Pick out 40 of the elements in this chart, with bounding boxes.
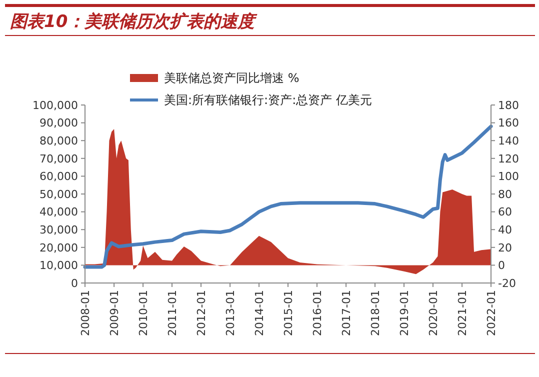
y2-tick-label: 0 xyxy=(498,259,505,272)
y-tick-label: 30,000 xyxy=(40,223,78,236)
y-tick-label: 40,000 xyxy=(40,206,78,219)
y-tick-label: 20,000 xyxy=(40,241,78,254)
y-tick-label: 60,000 xyxy=(40,170,78,184)
y-tick-label: 50,000 xyxy=(40,188,78,201)
y2-tick-label: 20 xyxy=(498,241,512,254)
y-tick-label: 10,000 xyxy=(40,259,78,272)
chart-title: 图表10：美联储历次扩表的速度 xyxy=(10,11,258,32)
y-tick-label: 80,000 xyxy=(40,134,78,148)
x-tick-label: 2015-01 xyxy=(282,290,295,336)
x-tick-label: 2020-01 xyxy=(426,290,440,336)
x-tick-label: 2013-01 xyxy=(224,290,237,336)
y2-tick-label: 80 xyxy=(498,188,512,201)
y2-tick-label: 40 xyxy=(498,223,512,236)
y-tick-label: 70,000 xyxy=(40,152,78,166)
y-tick-label: 90,000 xyxy=(40,116,78,130)
x-tick-label: 2017-01 xyxy=(340,290,353,336)
x-tick-label: 2016-01 xyxy=(310,290,324,336)
x-tick-label: 2011-01 xyxy=(166,290,179,336)
y-tick-label: 100,000 xyxy=(32,98,78,112)
x-tick-label: 2022-01 xyxy=(484,290,498,336)
x-tick-label: 2008-01 xyxy=(78,290,92,336)
y2-tick-label: -20 xyxy=(498,276,516,290)
x-tick-label: 2018-01 xyxy=(368,290,382,336)
y2-tick-label: 140 xyxy=(498,134,519,148)
y-tick-label: 0 xyxy=(71,276,78,290)
x-tick-label: 2014-01 xyxy=(252,290,266,336)
x-tick-label: 2021-01 xyxy=(456,290,469,336)
legend-label: 美联储总资产同比增速 % xyxy=(164,71,300,86)
legend-label: 美国:所有联储银行:资产:总资产 亿美元 xyxy=(164,93,372,108)
y2-tick-label: 60 xyxy=(498,206,512,219)
y2-tick-label: 100 xyxy=(498,170,519,184)
x-tick-label: 2010-01 xyxy=(136,290,150,336)
y2-tick-label: 160 xyxy=(498,116,519,130)
y2-tick-label: 120 xyxy=(498,152,519,166)
x-tick-label: 2009-01 xyxy=(108,290,121,336)
x-tick-label: 2012-01 xyxy=(194,290,208,336)
y2-tick-label: 180 xyxy=(498,98,519,112)
x-tick-label: 2019-01 xyxy=(398,290,411,336)
